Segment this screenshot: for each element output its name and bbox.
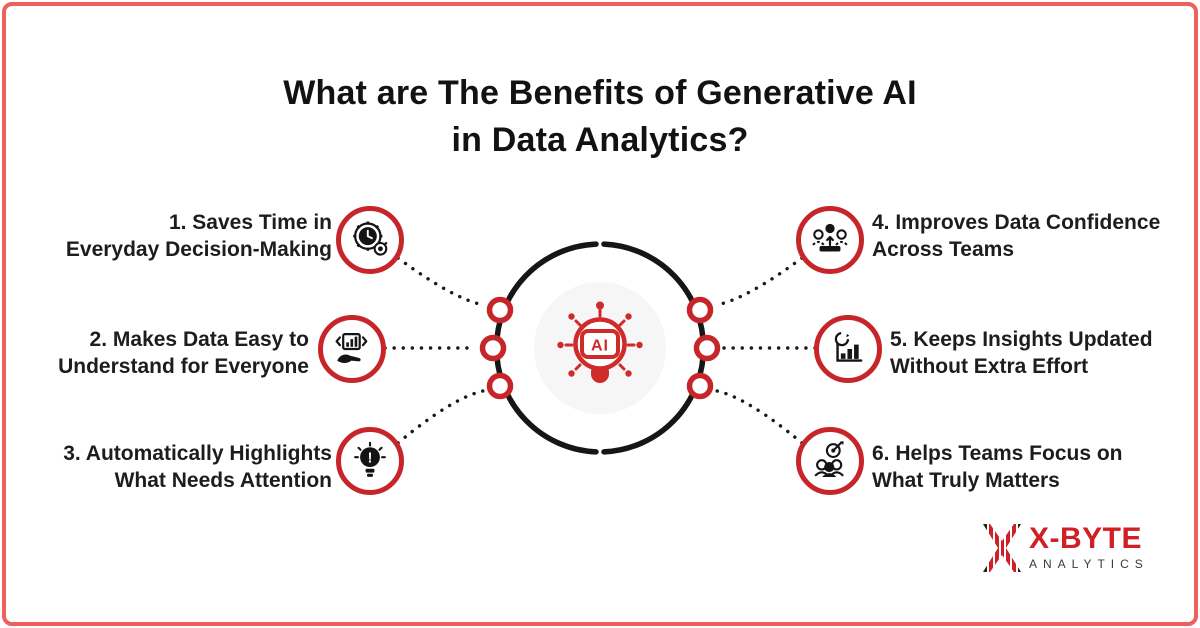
benefit-5-line-2: Without Extra Effort xyxy=(890,355,1089,378)
hand-chart-icon xyxy=(335,333,368,364)
ai-label: AI xyxy=(591,338,609,355)
benefit-6-line-1: 6. Helps Teams Focus on xyxy=(872,442,1123,465)
ai-bulb-icon: AI xyxy=(557,301,643,383)
benefit-5-text: 5. Keeps Insights Updated Without Extra … xyxy=(890,326,1153,380)
benefit-3-icon-circle: ! xyxy=(336,427,404,495)
team-growth-icon xyxy=(812,223,848,252)
title-line-2: in Data Analytics? xyxy=(451,121,749,159)
logo-subtitle: ANALYTICS xyxy=(1029,557,1149,571)
connector-3 xyxy=(396,389,485,445)
target-team-icon xyxy=(814,441,844,477)
connector-6 xyxy=(715,389,804,445)
benefit-6-icon-circle xyxy=(796,427,864,495)
benefit-2-line-2: Understand for Everyone xyxy=(58,355,309,378)
connector-4 xyxy=(715,256,804,307)
benefit-3-line-2: What Needs Attention xyxy=(114,469,332,492)
node-right-mid xyxy=(693,334,721,362)
benefit-2-line-1: 2. Makes Data Easy to xyxy=(89,328,309,351)
gear-clock-icon xyxy=(353,221,388,256)
node-right-bottom xyxy=(686,372,714,400)
node-right-top xyxy=(686,296,714,324)
benefit-4-icon-circle xyxy=(796,206,864,274)
page-title: What are The Benefits of Generative AI i… xyxy=(0,70,1200,164)
benefit-1-line-2: Everyday Decision-Making xyxy=(65,238,332,261)
benefit-4-text: 4. Improves Data Confidence Across Teams xyxy=(872,209,1160,263)
svg-text:!: ! xyxy=(368,451,373,467)
benefit-6-text: 6. Helps Teams Focus on What Truly Matte… xyxy=(872,440,1123,494)
hub-nodes xyxy=(479,296,721,400)
benefit-1-text: 1. Saves Time in Everyday Decision-Makin… xyxy=(66,209,332,263)
dotted-connectors xyxy=(383,256,817,445)
benefit-4-line-2: Across Teams xyxy=(872,238,1015,261)
xbyte-logo: X-BYTE ANALYTICS xyxy=(983,524,1149,572)
benefit-6-line-2: What Truly Matters xyxy=(872,469,1060,492)
benefit-3-line-1: 3. Automatically Highlights xyxy=(63,442,332,465)
connector-1 xyxy=(396,256,485,307)
benefit-4-line-1: 4. Improves Data Confidence xyxy=(872,211,1161,234)
benefit-5-icon-circle xyxy=(814,315,882,383)
xbyte-logo-mark xyxy=(983,524,1021,572)
node-left-top xyxy=(486,296,514,324)
chart-refresh-icon xyxy=(834,331,863,362)
benefit-1-line-1: 1. Saves Time in xyxy=(168,211,332,234)
benefit-3-text: 3. Automatically Highlights What Needs A… xyxy=(63,440,332,494)
benefit-2-icon-circle xyxy=(318,315,386,383)
benefit-5-line-1: 5. Keeps Insights Updated xyxy=(890,328,1153,351)
benefit-1-icon-circle xyxy=(336,206,404,274)
benefit-2-text: 2. Makes Data Easy to Understand for Eve… xyxy=(58,326,309,380)
node-left-bottom xyxy=(486,372,514,400)
logo-name: X-BYTE xyxy=(1029,522,1143,555)
title-line-1: What are The Benefits of Generative AI xyxy=(283,74,917,112)
node-left-mid xyxy=(479,334,507,362)
bulb-alert-icon: ! xyxy=(354,441,386,477)
